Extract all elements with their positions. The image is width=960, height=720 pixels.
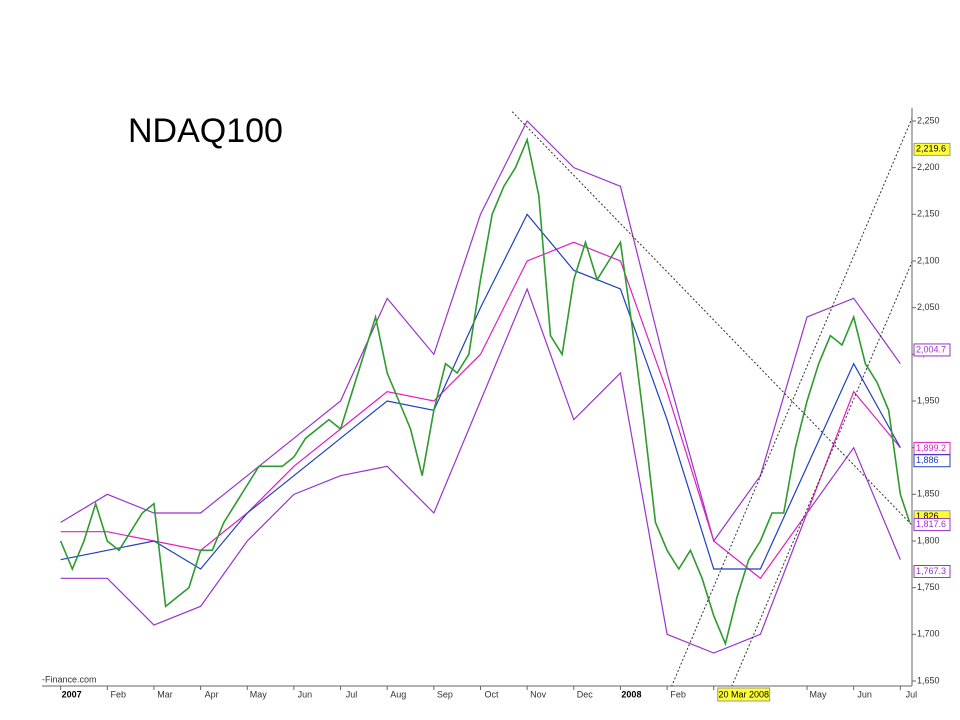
trendline — [671, 118, 912, 686]
price-label: 1,817.6 — [916, 519, 946, 529]
x-tick-label: Feb — [670, 689, 686, 699]
price-label: 2,004.7 — [916, 344, 946, 354]
x-tick-label: Feb — [111, 689, 127, 699]
x-tick-label: Jul — [906, 689, 918, 699]
y-tick-label: 2,150 — [917, 209, 940, 219]
x-tick-label: May — [810, 689, 828, 699]
annotation-label: 20 Mar 2008 — [718, 689, 769, 699]
price-label-box — [913, 518, 951, 532]
x-tick-label: May — [250, 689, 268, 699]
x-tick-label: Sep — [437, 689, 453, 699]
plot-area — [59, 111, 912, 686]
x-tick-label: Jul — [346, 689, 358, 699]
trendline — [511, 111, 912, 526]
y-tick-label: 1,750 — [917, 582, 940, 592]
x-tick-label: 2007 — [62, 689, 82, 699]
annotation-box — [717, 687, 771, 702]
series-line — [60, 213, 901, 570]
price-label: 1,886 — [916, 455, 939, 465]
series-line — [60, 119, 901, 543]
x-tick-label: Oct — [484, 689, 499, 699]
x-tick-label: Mar — [157, 689, 173, 699]
watermark: -Finance.com — [42, 674, 97, 684]
price-label: 1,767.3 — [916, 566, 946, 576]
x-tick-label: Jun — [298, 689, 313, 699]
x-tick-label: Aug — [390, 689, 406, 699]
x-tick-label: 2008 — [621, 689, 641, 699]
x-tick-label: Dec — [577, 689, 594, 699]
y-tick-label: 2,200 — [917, 162, 940, 172]
y-tick-label: 1,950 — [917, 395, 940, 405]
y-tick-label: 2,050 — [917, 302, 940, 312]
price-label: 2,219.6 — [916, 144, 946, 154]
price-label: 1,899.2 — [916, 443, 946, 453]
x-tick-label: Jun — [857, 689, 872, 699]
price-label-box — [913, 565, 951, 579]
y-tick-label: 1,650 — [917, 675, 940, 685]
y-tick-label: 2,100 — [917, 255, 940, 265]
series-line — [60, 241, 901, 580]
price-label-box — [913, 142, 951, 156]
y-tick-label: 1,850 — [917, 489, 940, 499]
trendline — [731, 261, 912, 686]
x-tick-label: Nov — [530, 689, 547, 699]
price-label-box — [913, 454, 951, 468]
price-label: 1,826 — [916, 511, 939, 521]
y-tick-label: 1,700 — [917, 629, 940, 639]
y-tick-label: 2,250 — [917, 115, 940, 125]
y-tick-label: 1,800 — [917, 535, 940, 545]
series-line — [60, 287, 901, 654]
chart-title: NDAQ100 — [128, 112, 283, 150]
x-tick-label: Apr — [205, 689, 219, 699]
price-label-box — [913, 343, 951, 357]
series-line — [59, 136, 911, 647]
